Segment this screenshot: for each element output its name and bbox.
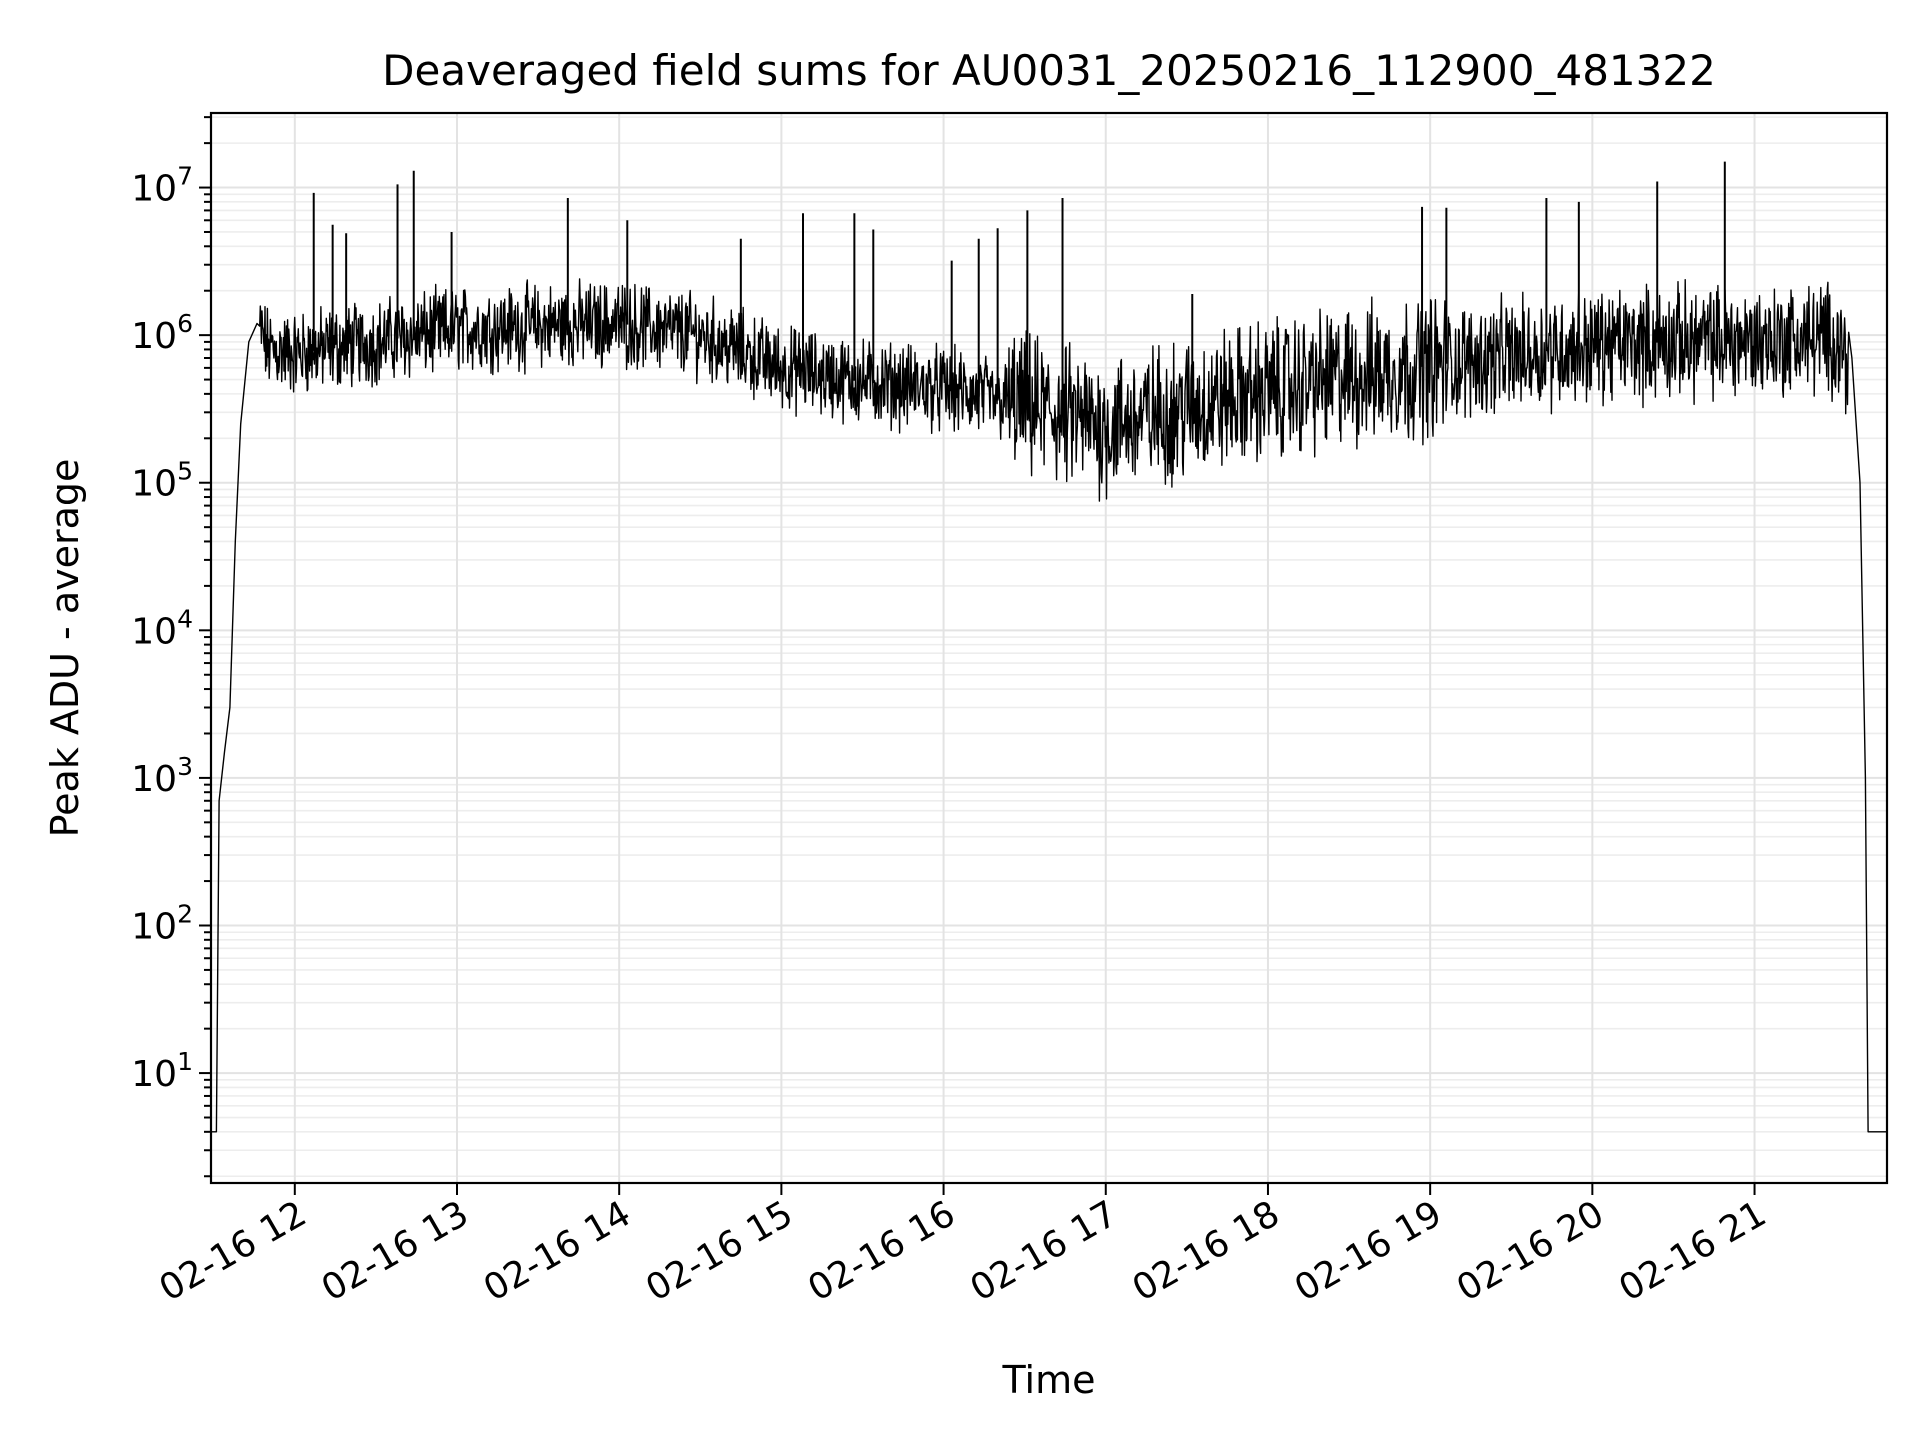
y-tick-label: 103 xyxy=(131,752,193,800)
grid xyxy=(211,113,1887,1183)
plot-frame xyxy=(209,111,1889,1185)
y-tick-label: 102 xyxy=(131,899,193,947)
y-tick-label: 106 xyxy=(131,309,193,357)
x-axis-label: Time xyxy=(1002,1358,1096,1402)
y-tick-label: 105 xyxy=(131,457,193,505)
y-tick-label: 104 xyxy=(131,604,193,652)
y-tick-label: 101 xyxy=(131,1047,193,1095)
chart-title: Deaveraged field sums for AU0031_2025021… xyxy=(382,46,1716,95)
y-tick-label: 107 xyxy=(131,162,193,210)
y-axis-ticks: 101 102 103 104 105 106 107 xyxy=(131,116,211,1178)
series-spikes xyxy=(312,161,1726,416)
series-line xyxy=(211,278,1887,1133)
y-axis-label: Peak ADU - average xyxy=(43,459,87,838)
